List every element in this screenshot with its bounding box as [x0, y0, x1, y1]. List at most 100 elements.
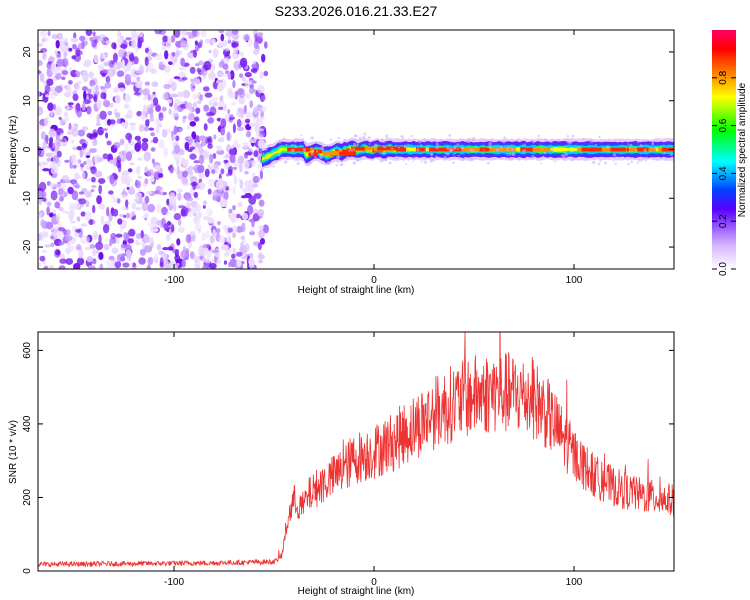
- noise-blob: [127, 238, 134, 244]
- noise-blob: [112, 87, 120, 93]
- noise-blob: [61, 76, 66, 81]
- noise-blob: [178, 50, 183, 55]
- noise-blob: [107, 110, 113, 116]
- noise-blob: [181, 76, 188, 81]
- noise-blob: [39, 255, 46, 262]
- noise-blob: [58, 116, 62, 120]
- halo-dot: [646, 156, 649, 159]
- noise-blob: [143, 95, 148, 101]
- halo-dot: [604, 161, 608, 165]
- signal-peak-segment: [639, 147, 643, 152]
- noise-blob: [100, 92, 106, 100]
- noise-blob: [80, 163, 85, 168]
- chart-title: S233.2026.016.21.33.E27: [275, 3, 438, 19]
- noise-blob: [48, 128, 56, 138]
- halo-dot: [629, 143, 632, 147]
- noise-blob: [199, 94, 204, 101]
- noise-blob: [227, 227, 233, 233]
- noise-blob: [105, 40, 112, 45]
- halo-dot: [262, 152, 265, 155]
- noise-blob: [144, 166, 148, 173]
- noise-blob: [126, 186, 130, 190]
- noise-blob: [79, 35, 86, 42]
- signal-peak-segment: [343, 151, 356, 156]
- halo-dot: [457, 154, 460, 157]
- noise-blob: [147, 203, 156, 213]
- signal-peak-segment: [482, 147, 496, 152]
- noise-blob: [249, 139, 257, 143]
- halo-dot: [418, 140, 422, 144]
- noise-blob: [121, 194, 127, 199]
- noise-blob: [190, 78, 195, 83]
- halo-dot: [599, 159, 602, 162]
- halo-dot: [302, 148, 306, 152]
- noise-blob: [240, 195, 247, 199]
- halo-dot: [294, 146, 297, 149]
- noise-blob: [72, 226, 76, 233]
- halo-dot: [407, 143, 409, 146]
- noise-blob: [252, 175, 260, 184]
- halo-dot: [339, 148, 342, 151]
- noise-blob: [229, 258, 238, 268]
- noise-blob: [136, 242, 144, 246]
- noise-blob: [68, 80, 73, 85]
- noise-blob: [262, 224, 269, 234]
- noise-blob: [158, 112, 164, 122]
- noise-blob: [156, 244, 162, 251]
- noise-blob: [131, 202, 137, 210]
- noise-blob: [215, 80, 220, 84]
- noise-blob: [145, 191, 153, 195]
- noise-blob: [130, 81, 137, 85]
- noise-blob: [125, 199, 129, 208]
- noise-blob: [242, 188, 248, 194]
- halo-dot: [452, 153, 455, 156]
- noise-blob: [141, 138, 149, 143]
- noise-blob: [50, 190, 58, 201]
- noise-blob: [216, 227, 221, 234]
- noise-blob: [125, 212, 130, 219]
- x-tick-label: 0: [371, 577, 377, 588]
- noise-blob: [124, 103, 130, 109]
- snr-ylabel: SNR (10 * v/v): [8, 420, 19, 484]
- noise-blob: [119, 225, 123, 234]
- halo-dot: [456, 143, 460, 147]
- noise-blob: [220, 118, 227, 129]
- noise-blob: [243, 151, 249, 159]
- noise-blob: [161, 106, 167, 112]
- noise-blob: [236, 251, 243, 257]
- noise-blob: [96, 99, 102, 110]
- halo-dot: [517, 157, 521, 160]
- noise-blob: [84, 190, 92, 198]
- noise-blob: [244, 93, 251, 99]
- noise-blob: [162, 247, 170, 251]
- noise-blob: [94, 170, 103, 178]
- noise-blob: [173, 125, 178, 135]
- noise-blob: [52, 225, 59, 230]
- noise-blob: [187, 210, 195, 217]
- noise-blob: [134, 79, 143, 89]
- halo-dot: [379, 159, 383, 163]
- noise-blob: [40, 231, 49, 238]
- halo-dot: [315, 150, 319, 153]
- noise-blob: [98, 65, 104, 71]
- halo-dot: [327, 162, 330, 165]
- halo-dot: [338, 156, 340, 159]
- noise-blob: [101, 40, 105, 45]
- noise-blob: [61, 210, 69, 214]
- halo-dot: [264, 148, 268, 151]
- halo-dot: [616, 151, 618, 154]
- noise-blob: [107, 68, 115, 78]
- spectrogram-xlabel: Height of straight line (km): [298, 285, 415, 296]
- noise-blob: [141, 215, 148, 219]
- noise-blob: [59, 258, 67, 264]
- noise-blob: [174, 144, 181, 155]
- halo-dot: [291, 143, 294, 146]
- noise-blob: [100, 215, 105, 225]
- halo-dot: [500, 148, 503, 151]
- noise-blob: [99, 34, 106, 39]
- noise-blob: [109, 175, 115, 185]
- halo-dot: [487, 161, 490, 165]
- signal-peak-segment: [350, 146, 365, 151]
- halo-dot: [435, 142, 439, 146]
- noise-blob: [92, 258, 97, 265]
